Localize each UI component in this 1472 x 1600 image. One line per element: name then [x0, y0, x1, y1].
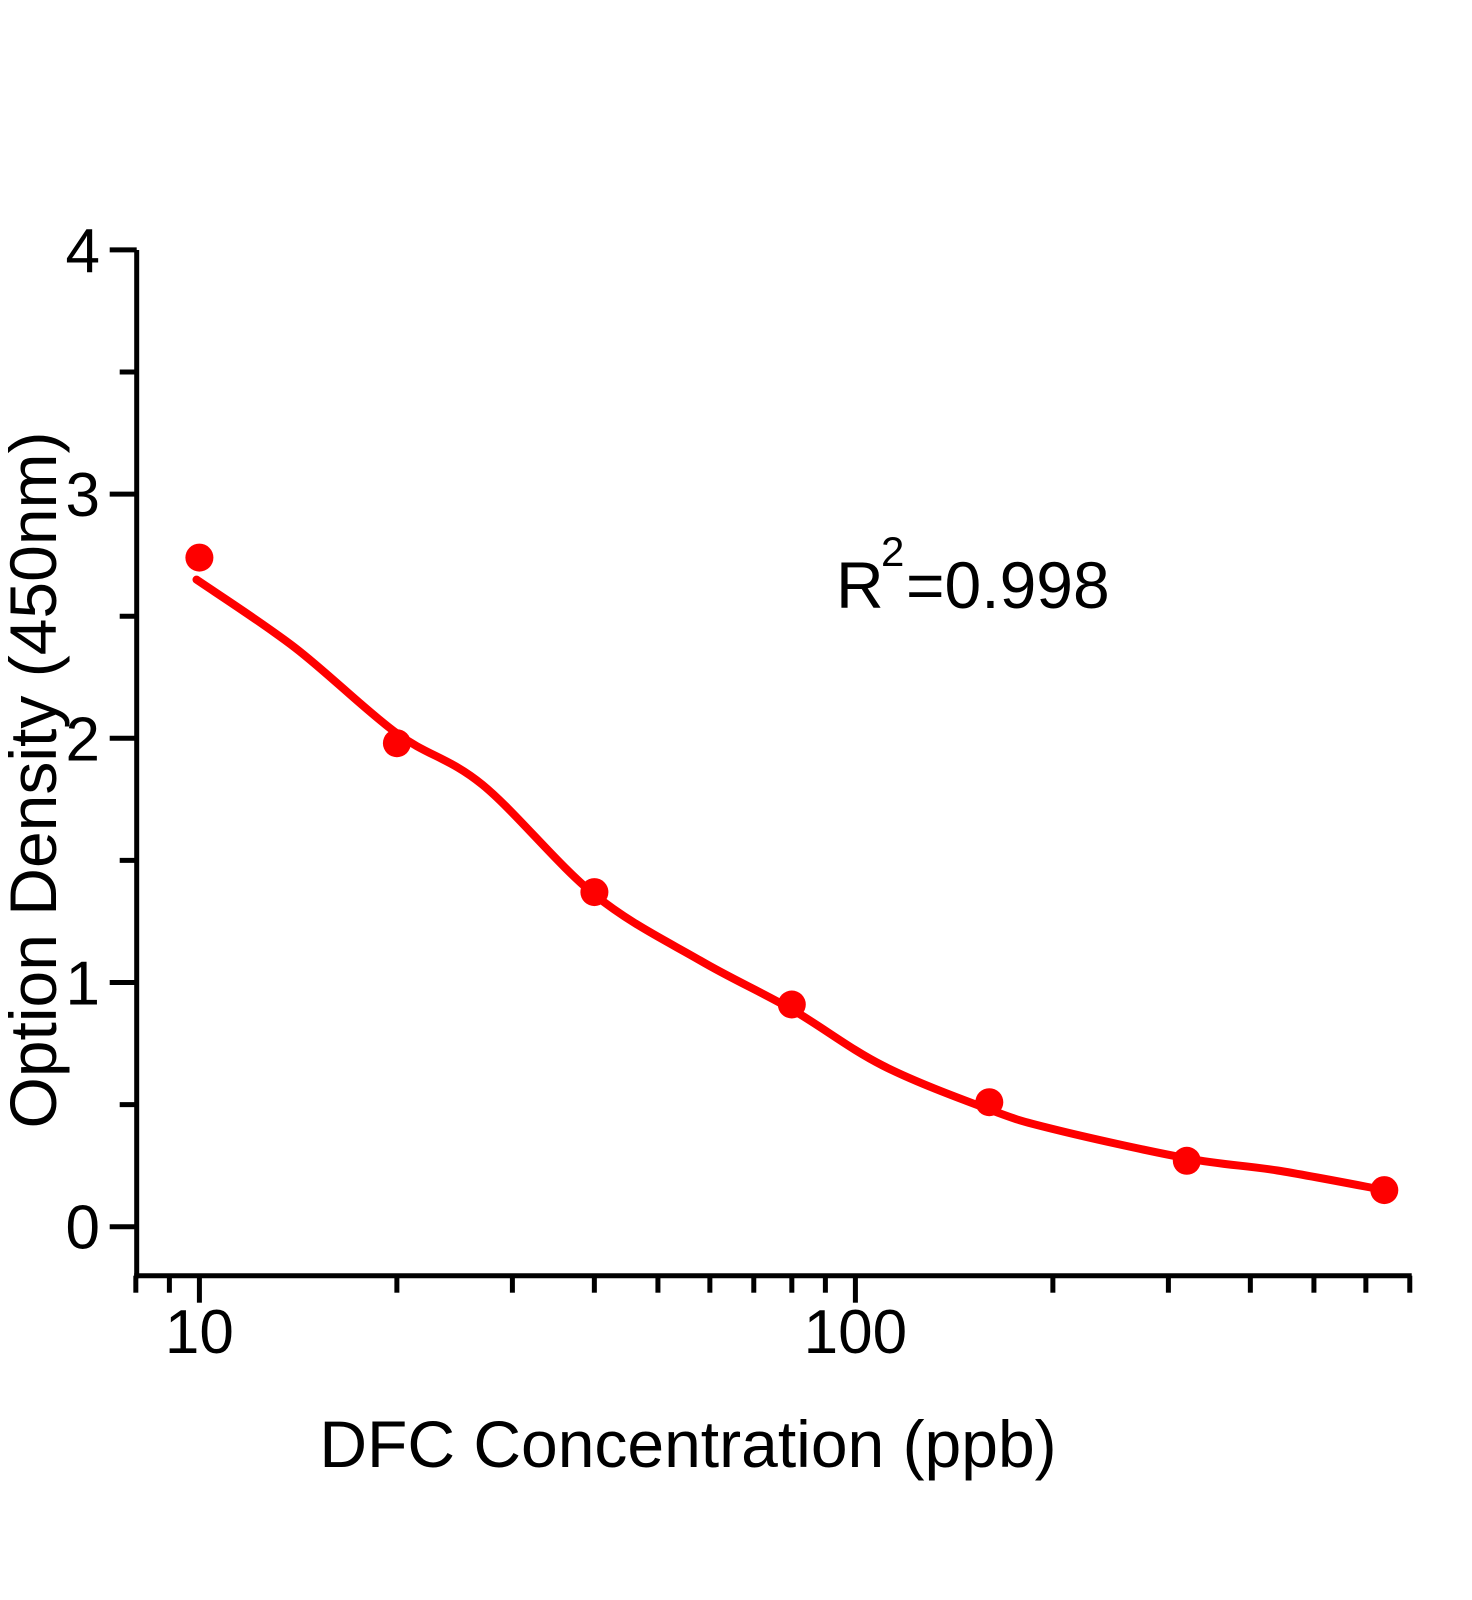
- data-point: [777, 990, 806, 1019]
- x-axis-title: DFC Concentration (ppb): [319, 1407, 1056, 1481]
- data-point: [580, 878, 609, 907]
- y-tick-label: 1: [66, 950, 100, 1019]
- y-tick-label: 2: [66, 705, 100, 774]
- data-point: [1172, 1146, 1201, 1175]
- y-axis-title: Option Density (450nm): [0, 432, 70, 1129]
- r-squared-base: R: [836, 548, 884, 622]
- data-point: [382, 729, 411, 758]
- y-tick-label: 0: [66, 1194, 100, 1263]
- data-point: [1370, 1176, 1399, 1205]
- r-squared-value: =0.998: [906, 548, 1110, 622]
- x-tick-label: 10: [165, 1298, 234, 1367]
- data-points: [185, 543, 1399, 1205]
- r-squared-exponent: 2: [881, 528, 904, 575]
- axes: [109, 247, 1413, 1303]
- data-point: [975, 1088, 1004, 1117]
- y-tick-label: 4: [66, 217, 100, 286]
- fit-curve-line: [192, 575, 1389, 1195]
- y-tick-label: 3: [66, 461, 100, 530]
- data-point: [185, 543, 214, 572]
- tick-labels: 0 1 2 3 4 10 100: [66, 217, 908, 1367]
- x-tick-label: 100: [804, 1298, 907, 1367]
- r-squared-annotation: R 2 =0.998: [836, 528, 1110, 622]
